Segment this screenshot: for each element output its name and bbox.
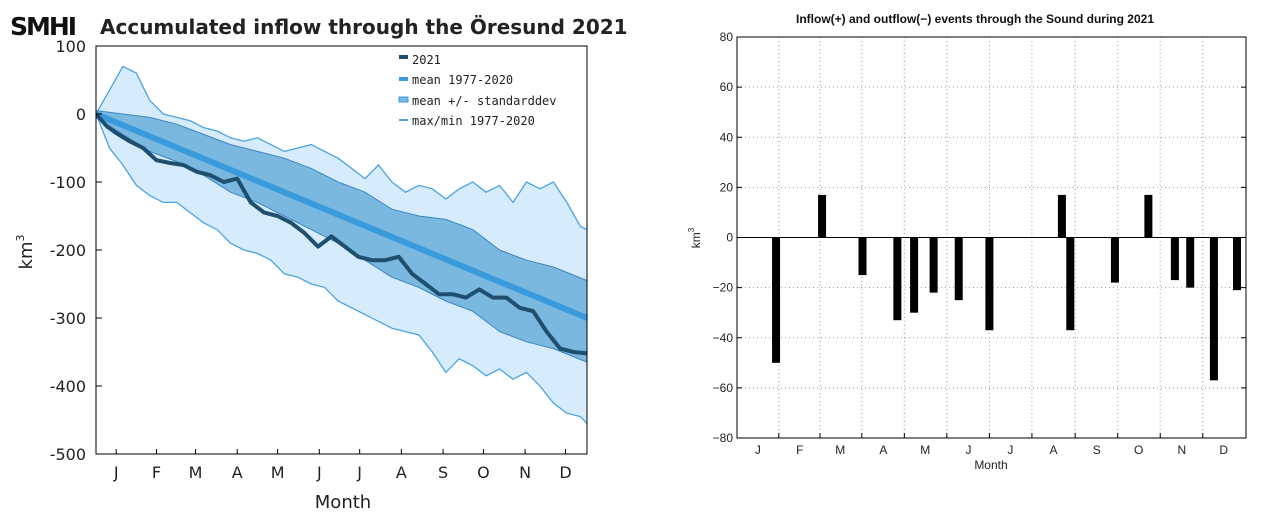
left-x-axis-label: Month (315, 492, 371, 513)
right-x-tick-label: N (1178, 443, 1187, 457)
legend-label-2021: 2021 (412, 53, 441, 67)
left-x-tick-label: F (152, 463, 161, 482)
right-x-tick-label: J (965, 443, 971, 457)
left-y-tick-label: 100 (55, 37, 86, 56)
series-2021-line (96, 112, 587, 356)
legend-label-mean: mean 1977-2020 (412, 73, 513, 87)
right-x-tick-label: O (1134, 443, 1143, 457)
right-y-axis-label: km3 (687, 227, 703, 248)
left-x-tick-label: A (232, 463, 243, 482)
mean-line (96, 111, 587, 321)
left-x-tick-label: O (477, 463, 490, 482)
right-y-tick-label: 60 (720, 80, 734, 94)
event-bar (1233, 237, 1241, 291)
left-y-tick-label: -100 (50, 173, 86, 192)
right-x-tick-label: M (920, 443, 930, 457)
legend-swatch-std (398, 96, 409, 103)
right-y-tick-label: 0 (726, 231, 733, 245)
event-bar (893, 237, 902, 321)
right-x-tick-label: J (755, 443, 761, 457)
left-x-tick-label: J (113, 463, 119, 482)
event-bar (1186, 237, 1195, 288)
event-bar (1110, 237, 1119, 283)
left-x-tick-label: S (438, 463, 448, 482)
event-bar (772, 237, 781, 363)
right-x-tick-label: A (879, 443, 887, 457)
left-legend: 2021 mean 1977-2020 mean +/- standarddev… (398, 53, 557, 128)
right-x-tick-label: D (1219, 443, 1228, 457)
left-x-tick-label: M (271, 463, 285, 482)
left-x-tick-label: J (316, 463, 322, 482)
right-y-tick-label: −20 (713, 281, 734, 295)
left-y-tick-label: -300 (50, 309, 86, 328)
event-bar (954, 237, 963, 301)
left-y-tick-label: -200 (50, 241, 86, 260)
left-x-tick-label: M (189, 463, 203, 482)
right-y-tick-label: 80 (720, 30, 734, 44)
right-chart-title: Inflow(+) and outflow(−) events through … (796, 12, 1154, 26)
left-y-tick-label: -400 (50, 377, 86, 396)
left-y-tick-label: 0 (76, 105, 86, 124)
event-bar (1144, 194, 1153, 238)
event-bar (1209, 237, 1218, 381)
right-y-tick-label: −60 (713, 381, 734, 395)
legend-swatch-2021 (399, 55, 408, 59)
std-upper-line (96, 110, 587, 282)
right-x-axis-label: Month (974, 458, 1007, 472)
right-x-tick-label: J (1007, 443, 1013, 457)
std-band (96, 110, 587, 363)
right-y-tick-label: −40 (713, 331, 734, 345)
legend-label-std: mean +/- standarddev (412, 94, 557, 108)
left-x-tick-label: A (396, 463, 407, 482)
event-bar (1057, 194, 1066, 238)
left-x-tick-label: J (356, 463, 362, 482)
right-x-tick-label: S (1093, 443, 1101, 457)
right-x-tick-label: F (796, 443, 803, 457)
event-bar (858, 237, 867, 276)
event-bar (929, 237, 938, 293)
smhi-logo: SMHI (10, 12, 77, 41)
right-x-tick-label: M (835, 443, 845, 457)
left-x-tick-label: N (519, 463, 531, 482)
event-bar (910, 237, 919, 313)
right-x-tick-label: A (1050, 443, 1058, 457)
left-chart-title: Accumulated inflow through the Öresund 2… (100, 15, 628, 39)
event-bar (818, 194, 827, 238)
left-x-tick-label: D (559, 463, 571, 482)
legend-swatch-mean (399, 77, 408, 81)
right-y-tick-label: −80 (713, 431, 734, 445)
event-bar (1066, 237, 1075, 331)
right-y-tick-label: 40 (720, 130, 734, 144)
right-y-tick-label: 20 (720, 180, 734, 194)
event-bar (985, 237, 994, 331)
left-y-tick-label: -500 (50, 445, 86, 464)
left-y-axis-label: km3 (14, 235, 37, 270)
event-bar (1170, 237, 1179, 281)
maxmin-lower-line (96, 113, 587, 424)
maxmin-upper-line (96, 65, 587, 231)
legend-swatch-maxmin (399, 119, 408, 121)
legend-label-maxmin: max/min 1977-2020 (412, 114, 535, 128)
